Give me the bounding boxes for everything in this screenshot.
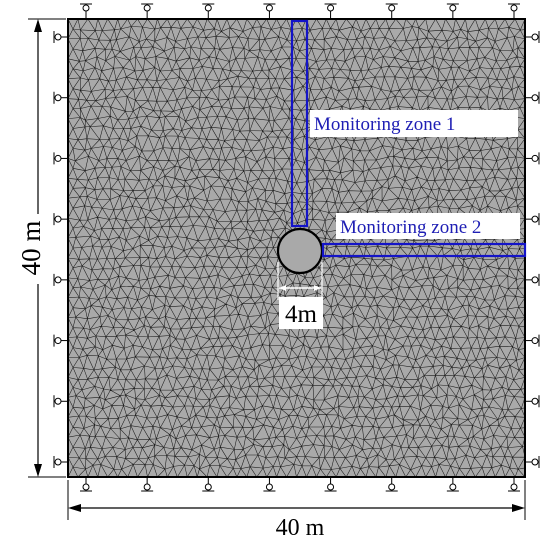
roller-support <box>526 334 540 347</box>
roller-support <box>526 273 540 286</box>
height-arrow-bottom <box>34 464 42 477</box>
monitoring-zone-2: Monitoring zone 2 <box>321 213 527 258</box>
roller-support <box>508 478 520 492</box>
width-arrow-left <box>68 504 81 512</box>
roller-support <box>526 152 540 165</box>
monitoring-zone-2-outline <box>321 242 527 258</box>
roller-support <box>263 478 276 492</box>
roller-support <box>385 3 398 18</box>
width-dimension: 40 m <box>67 480 526 542</box>
monitoring-zone-1-label-box <box>310 110 518 137</box>
roller-support <box>526 456 540 468</box>
triangular-mesh <box>68 19 525 477</box>
mesh-edges <box>68 19 525 477</box>
right-roller-supports <box>526 31 540 468</box>
tunnel-circle <box>276 227 324 275</box>
roller-support <box>141 478 154 492</box>
monitoring-zone-1-outline <box>290 19 309 228</box>
roller-support <box>324 3 337 18</box>
roller-support <box>80 478 92 492</box>
roller-support <box>526 31 540 43</box>
monitoring-zone-1: Monitoring zone 1 <box>290 19 518 228</box>
roller-support <box>53 395 67 408</box>
roller-support <box>53 273 67 286</box>
roller-support <box>446 3 459 18</box>
tunnel-opening <box>276 227 324 275</box>
roller-support <box>526 91 540 104</box>
roller-support <box>53 456 67 468</box>
roller-support <box>53 213 67 226</box>
height-label-box <box>14 214 48 284</box>
roller-support <box>53 152 67 165</box>
roller-support <box>53 91 67 104</box>
roller-support <box>446 478 459 492</box>
diameter-arrow-left <box>279 285 286 291</box>
roller-support <box>141 3 154 18</box>
tunnel-diameter-dimension: 4m <box>277 262 323 329</box>
roller-support <box>526 213 540 226</box>
roller-support <box>202 478 215 492</box>
monitoring-zone-2-label: Monitoring zone 2 <box>340 217 481 238</box>
diameter-label-box <box>279 297 323 329</box>
width-arrow-right <box>512 504 525 512</box>
roller-support <box>53 334 67 347</box>
height-label: 40 m <box>16 221 46 276</box>
roller-support <box>263 3 276 18</box>
monitoring-zone-1-label: Monitoring zone 1 <box>314 114 455 135</box>
diameter-label: 4m <box>285 301 318 328</box>
left-roller-supports <box>53 31 67 468</box>
roller-support <box>53 31 67 43</box>
roller-support <box>508 3 520 18</box>
height-arrow-top <box>34 19 42 32</box>
width-label-box <box>266 512 336 542</box>
roller-support <box>526 395 540 408</box>
diameter-arrow-right <box>314 285 321 291</box>
roller-support <box>385 478 398 492</box>
width-label: 40 m <box>276 515 325 541</box>
roller-support <box>80 3 92 18</box>
roller-support <box>324 478 337 492</box>
height-dimension: 40 m <box>14 18 66 478</box>
top-roller-supports <box>80 3 520 18</box>
monitoring-zone-2-label-box <box>336 213 520 239</box>
roller-support <box>202 3 215 18</box>
bottom-roller-supports <box>80 478 520 492</box>
